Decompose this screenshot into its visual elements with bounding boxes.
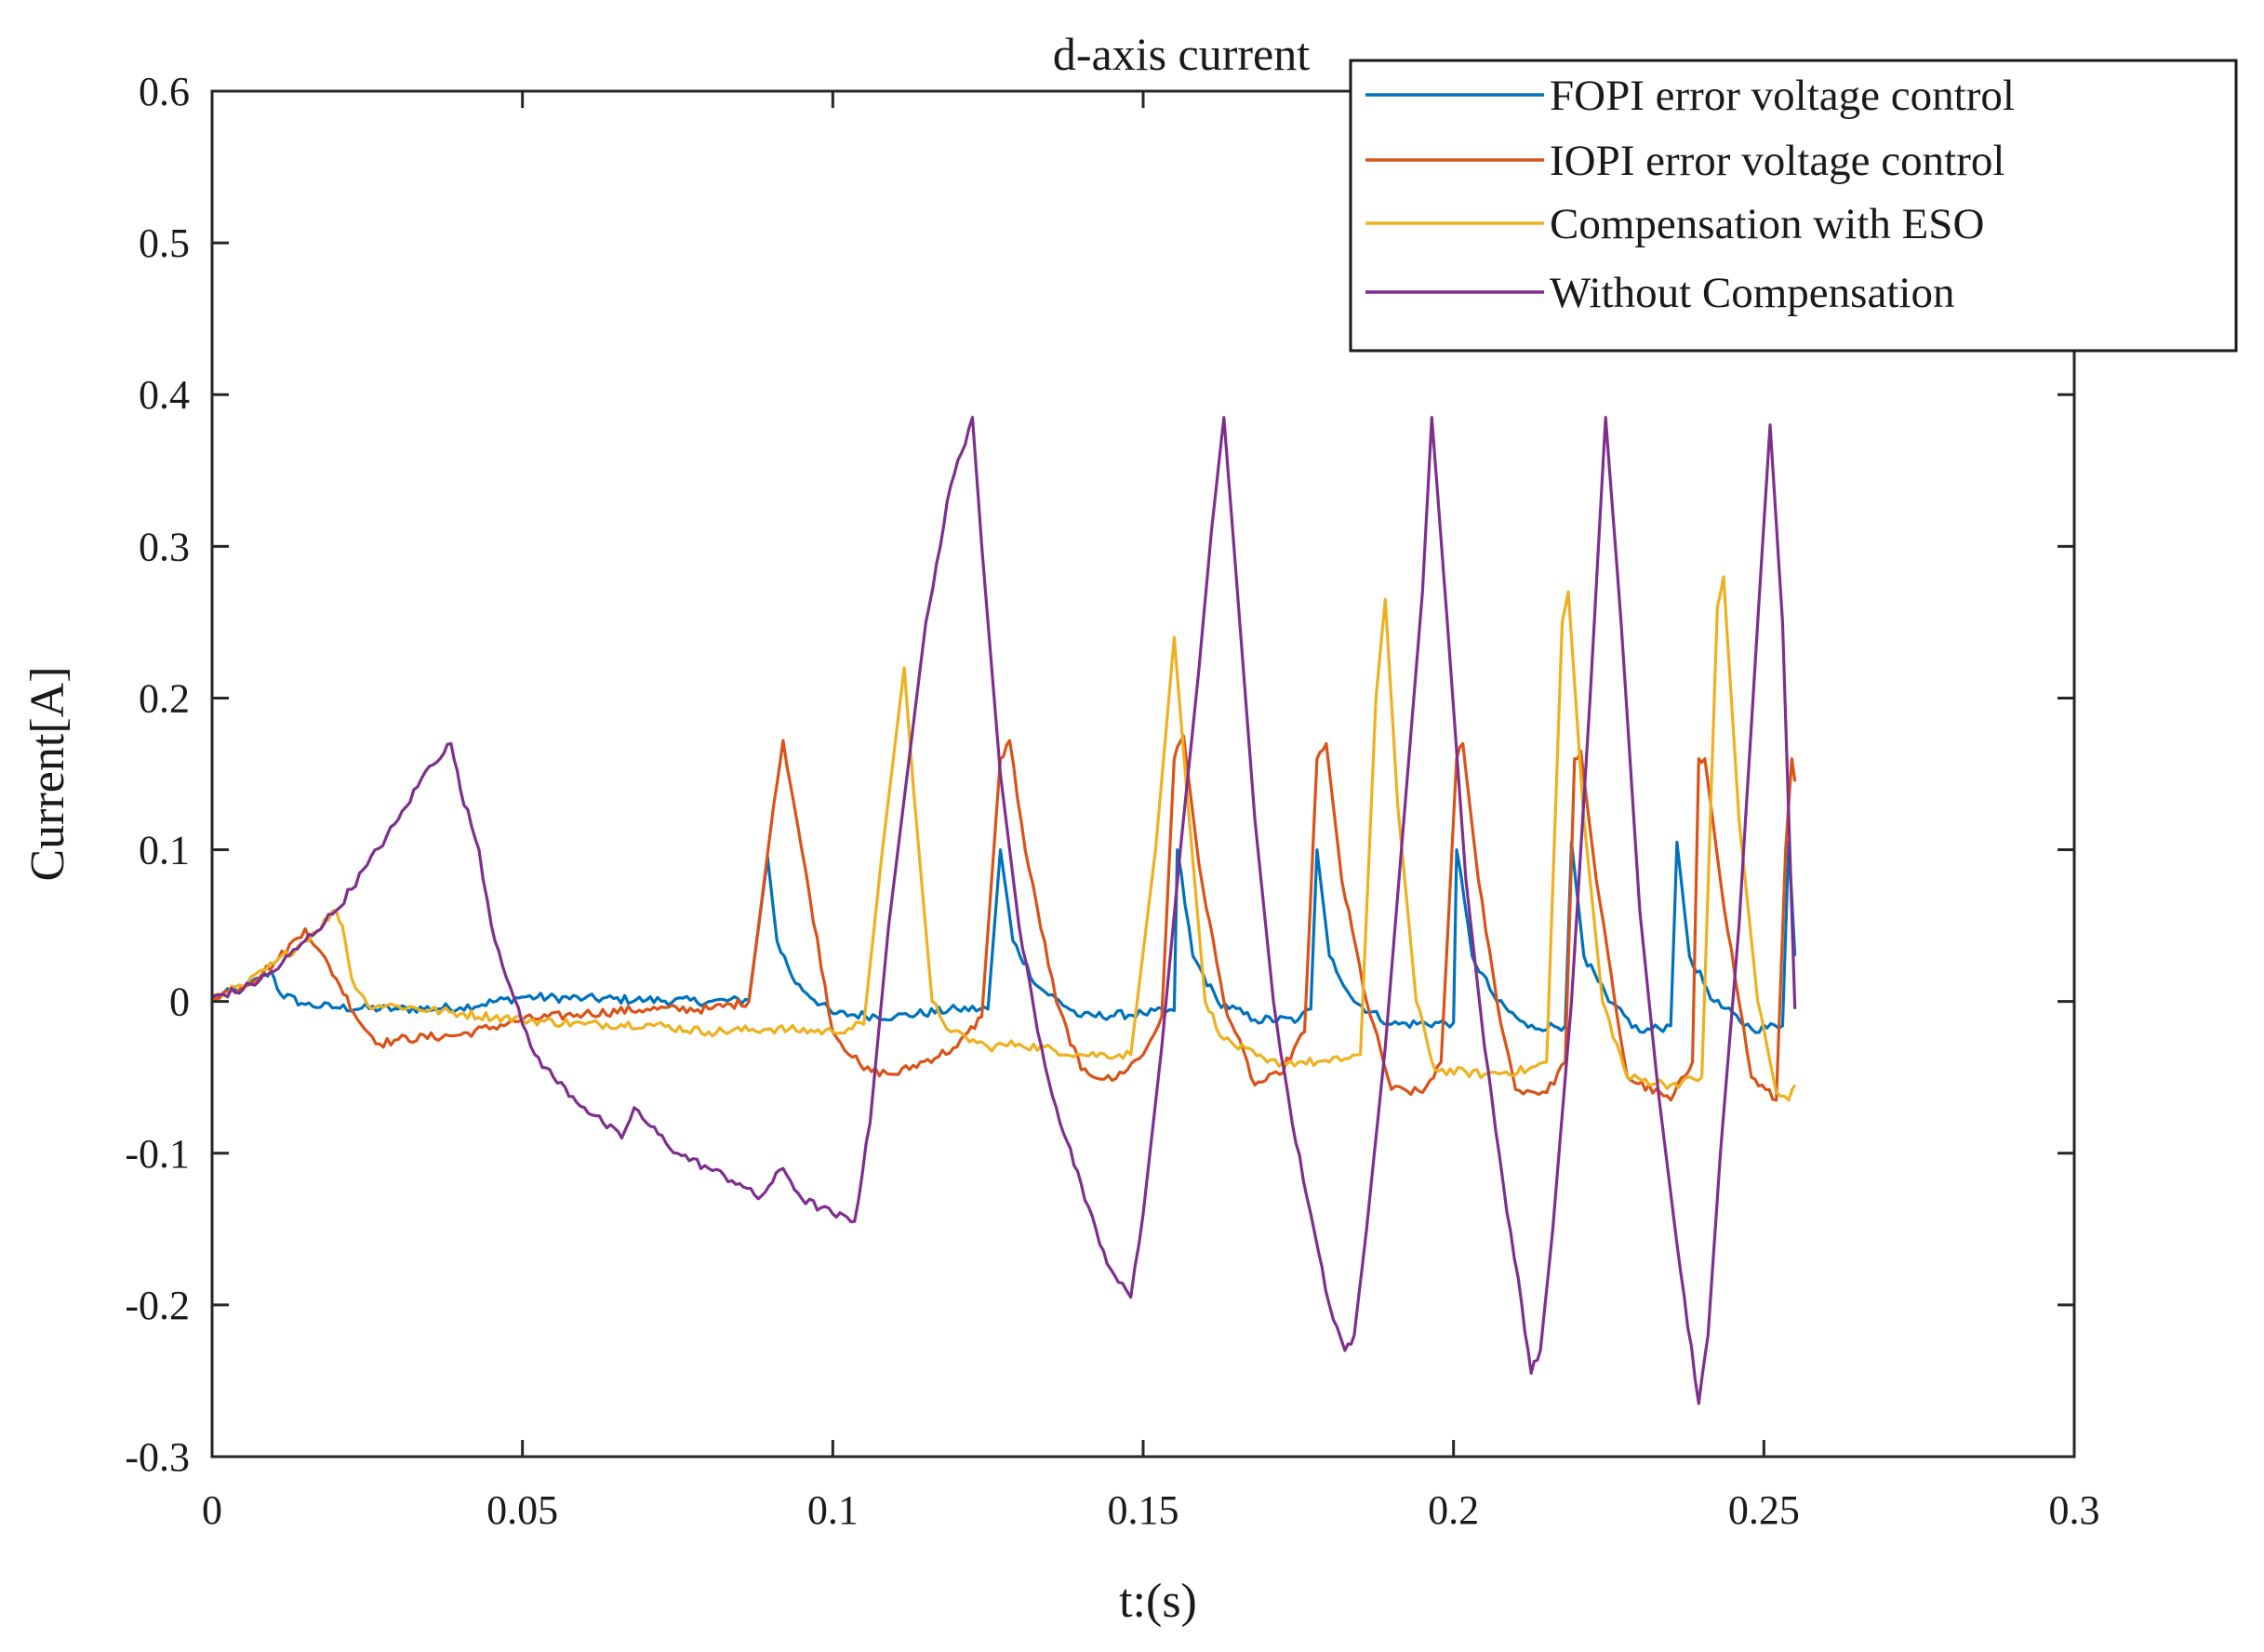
y-tick-label: 0.5 [139, 220, 190, 266]
y-axis: -0.3 -0.2 -0.1 0 0.1 0.2 0.3 0.4 0.5 0.6 [125, 69, 2074, 1480]
series-line-1 [212, 840, 1797, 1034]
y-tick-label: 0.4 [139, 372, 190, 418]
y-tick-label: 0.3 [139, 524, 190, 569]
y-tick-label: 0.2 [139, 675, 190, 721]
legend-label-4: Without Compensation [1550, 269, 1954, 317]
x-tick-label: 0 [202, 1487, 222, 1533]
y-tick-label: 0.6 [139, 69, 190, 114]
y-tick-label: 0.1 [139, 828, 190, 873]
x-tick-label: 0.05 [486, 1487, 558, 1533]
legend: FOPI error voltage control IOPI error vol… [1349, 59, 2238, 353]
series-line-2 [212, 734, 1797, 1102]
y-tick-label: 0 [169, 979, 190, 1025]
legend-label-3: Compensation with ESO [1550, 200, 1984, 248]
series-layer [212, 416, 1797, 1406]
series-line-4 [212, 416, 1797, 1406]
x-tick-label: 0.3 [2049, 1487, 2100, 1533]
legend-label-1: FOPI error voltage control [1550, 72, 2015, 120]
x-axis: 0 0.05 0.1 0.15 0.2 0.25 0.3 [202, 91, 2100, 1533]
y-tick-label: -0.1 [125, 1131, 190, 1177]
x-tick-label: 0.2 [1428, 1487, 1479, 1533]
series-line-3 [212, 575, 1797, 1102]
legend-box [1349, 59, 2238, 353]
chart-title: d-axis current [1053, 28, 1310, 80]
x-tick-label: 0.15 [1108, 1487, 1179, 1533]
y-tick-label: -0.3 [125, 1434, 190, 1480]
x-tick-label: 0.25 [1728, 1487, 1800, 1533]
x-tick-label: 0.1 [807, 1487, 859, 1533]
x-axis-label: t:(s) [1119, 1575, 1197, 1628]
y-tick-label: -0.2 [125, 1283, 190, 1328]
legend-label-2: IOPI error voltage control [1550, 137, 2004, 185]
y-axis-label: Current[A] [21, 666, 74, 881]
